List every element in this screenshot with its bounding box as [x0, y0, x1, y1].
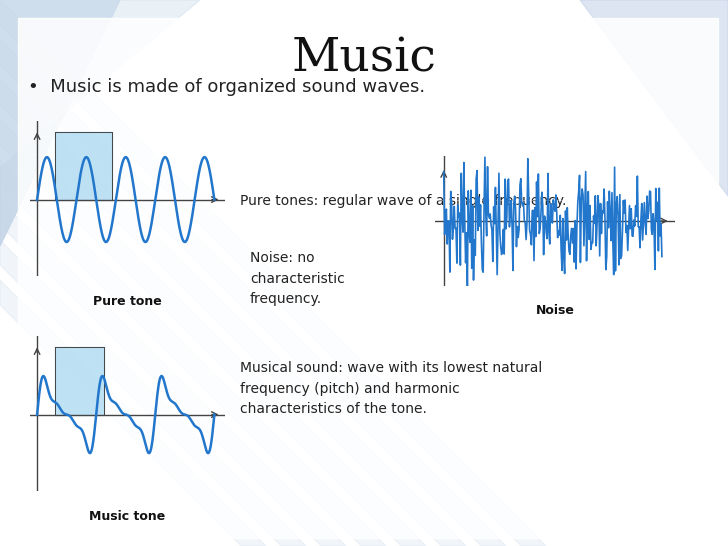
Polygon shape	[0, 200, 346, 546]
Text: Music: Music	[291, 36, 437, 81]
Polygon shape	[0, 160, 386, 546]
Text: Pure tone: Pure tone	[93, 295, 162, 307]
Polygon shape	[0, 240, 306, 546]
Text: Noise: Noise	[536, 304, 574, 317]
Text: Music tone: Music tone	[90, 509, 166, 523]
Polygon shape	[580, 0, 728, 196]
Polygon shape	[0, 80, 466, 546]
Polygon shape	[0, 0, 200, 166]
Polygon shape	[0, 120, 426, 546]
Text: Noise: no
characteristic
frequency.: Noise: no characteristic frequency.	[250, 251, 345, 306]
Polygon shape	[0, 280, 266, 546]
Polygon shape	[0, 0, 546, 546]
Polygon shape	[0, 0, 120, 246]
Bar	[55, 347, 104, 414]
Text: •  Music is made of organized sound waves.: • Music is made of organized sound waves…	[28, 78, 425, 96]
Text: Pure tones: regular wave of a single frequency.: Pure tones: regular wave of a single fre…	[240, 194, 566, 208]
Bar	[55, 132, 111, 199]
Polygon shape	[0, 40, 506, 546]
Text: Musical sound: wave with its lowest natural
frequency (pitch) and harmonic
chara: Musical sound: wave with its lowest natu…	[240, 361, 542, 416]
